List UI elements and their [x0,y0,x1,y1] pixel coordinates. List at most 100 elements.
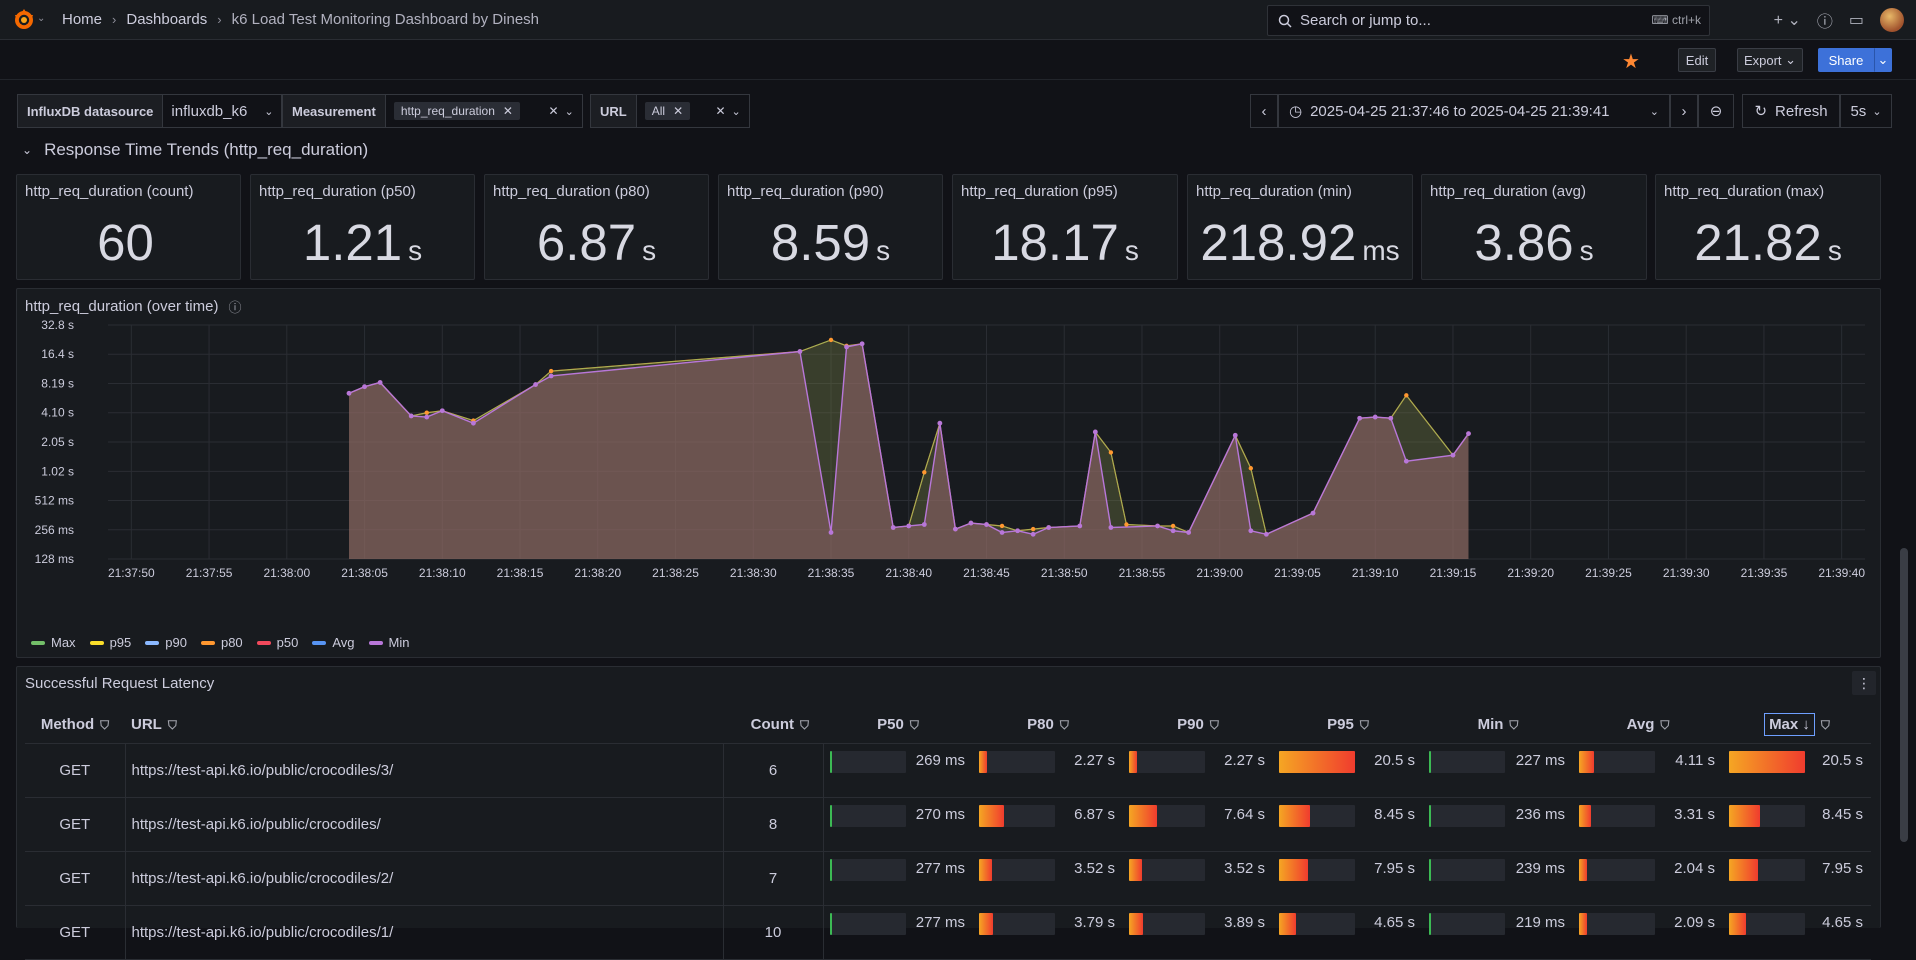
news-icon[interactable]: ▭ [1848,12,1864,29]
url-select[interactable]: All ✕ ✕ ⌄ [635,94,750,128]
refresh-icon: ↻ [1754,103,1768,120]
stat-panel-min[interactable]: http_req_duration (min) 218.92 ms [1187,174,1413,280]
remove-chip-icon[interactable]: ✕ [673,104,684,118]
column-header-count[interactable]: Count ⛉ [723,707,823,744]
zoom-out-button[interactable]: ⊖ [1698,94,1734,128]
share-button[interactable]: Share [1818,48,1874,72]
time-forward-button[interactable]: › [1670,94,1698,128]
table-row[interactable]: GET https://test-api.k6.io/public/crocodi… [25,743,1871,798]
breadcrumb-home[interactable]: Home [62,11,103,28]
search-input[interactable]: Search or jump to... ⌨ ctrl+k [1267,5,1710,36]
gauge-fill [979,858,992,881]
table-row[interactable]: GET https://test-api.k6.io/public/crocodi… [25,905,1871,960]
filter-icon[interactable]: ⛉ [799,718,809,733]
measurement-chip[interactable]: http_req_duration ✕ [393,102,520,120]
data-point-min [1108,525,1114,530]
add-new-icon[interactable]: + ⌄ [1773,12,1801,29]
table-row[interactable]: GET https://test-api.k6.io/public/crocodi… [25,851,1871,906]
legend-item[interactable]: p90 [145,635,187,650]
legend-item[interactable]: p50 [256,635,298,650]
cell-p95: 8.45 s [1273,797,1423,852]
column-header-method[interactable]: Method ⛉ [25,707,125,744]
legend-item[interactable]: Max [31,635,76,650]
column-header-max[interactable]: Max ↓ ⛉ [1723,707,1871,744]
stat-panel-avg[interactable]: http_req_duration (avg) 3.86 s [1421,174,1647,280]
latency-table-panel[interactable]: Successful Request Latency ⋮ Method ⛉ URL… [16,666,1881,960]
column-header-p90[interactable]: P90 ⛉ [1123,707,1273,744]
legend-item[interactable]: p95 [89,635,131,650]
column-header-p50[interactable]: P50 ⛉ [823,707,973,744]
stat-panel-p95[interactable]: http_req_duration (p95) 18.17 s [952,174,1178,280]
help-icon[interactable]: ⓘ [1816,14,1833,31]
header-text: Min [1477,716,1504,734]
cell-min: 219 ms [1423,905,1573,960]
refresh-interval-select[interactable]: 5s ⌄ [1840,94,1892,128]
filter-icon[interactable]: ⛉ [1059,718,1069,733]
row-header[interactable]: ⌄ Response Time Trends (http_req_duratio… [22,140,368,160]
stat-panel-p90[interactable]: http_req_duration (p90) 8.59 s [718,174,943,280]
data-point-min [890,525,896,530]
page-scrollbar[interactable] [1900,548,1908,842]
legend-swatch [145,640,160,645]
legend-item[interactable]: Avg [312,635,355,650]
table-row[interactable]: GET https://test-api.k6.io/public/crocodi… [25,797,1871,852]
chevron-down-icon[interactable]: ⌄ [37,13,46,24]
url-chip[interactable]: All ✕ [644,102,691,120]
y-tick-label: 2.05 s [41,435,74,449]
refresh-button[interactable]: ↻ Refresh [1742,94,1840,128]
time-range-picker[interactable]: ◷ 2025-04-25 21:37:46 to 2025-04-25 21:3… [1278,94,1670,128]
grafana-logo-icon[interactable] [12,8,36,32]
panel-menu-icon[interactable]: ⋮ [1852,671,1876,695]
remove-chip-icon[interactable]: ✕ [502,104,513,118]
cell-value: 4.65 s [1822,913,1863,931]
column-header-p95[interactable]: P95 ⛉ [1273,707,1423,744]
stat-title: http_req_duration (min) [1196,183,1352,200]
y-tick-label: 128 ms [35,552,74,566]
breadcrumb-dashboards[interactable]: Dashboards [126,11,208,28]
legend-item[interactable]: p80 [200,635,243,650]
edit-button[interactable]: Edit [1678,48,1716,72]
info-icon[interactable]: ⓘ [228,300,242,315]
filter-icon[interactable]: ⛉ [1209,718,1219,733]
clear-icon[interactable]: ✕ [548,104,559,118]
stat-number: 218.92 [1200,214,1357,271]
column-header-p80[interactable]: P80 ⛉ [973,707,1123,744]
cell-p95: 4.65 s [1273,905,1423,960]
datasource-value: influxdb_k6 [171,102,248,120]
stat-panel-p50[interactable]: http_req_duration (p50) 1.21 s [250,174,475,280]
filter-icon[interactable]: ⛉ [1660,718,1670,733]
column-header-min[interactable]: Min ⛉ [1423,707,1573,744]
export-button[interactable]: Export ⌄ [1737,48,1803,72]
cell-url: https://test-api.k6.io/public/crocodiles… [125,797,724,852]
timeseries-panel[interactable]: http_req_duration (over time) ⓘ 128 ms 25… [16,288,1881,658]
datasource-select[interactable]: influxdb_k6 ⌄ [162,94,283,128]
gauge-fill [1129,858,1142,881]
filter-icon[interactable]: ⛉ [1359,718,1369,733]
column-header-url[interactable]: URL ⛉ [125,707,723,744]
stat-title: http_req_duration (p90) [727,183,884,200]
filter-icon[interactable]: ⛉ [1820,718,1830,733]
measurement-select[interactable]: http_req_duration ✕ ✕ ⌄ [384,94,583,128]
stat-panel-count[interactable]: http_req_duration (count) 60 [16,174,241,280]
data-point-min [984,522,989,527]
filter-icon[interactable]: ⛉ [909,718,919,733]
cell-value: 2.04 s [1674,859,1715,877]
y-tick-label: 16.4 s [41,347,74,361]
star-icon[interactable]: ★ [1622,51,1640,73]
avatar[interactable] [1880,8,1904,32]
filter-icon[interactable]: ⛉ [100,718,110,733]
timeseries-chart[interactable]: 128 ms 256 ms 512 ms 1.02 s 2.05 s 4.10 s 8.19… [17,309,1880,629]
filter-icon[interactable]: ⛉ [167,718,177,733]
cell-avg: 2.04 s [1573,851,1723,906]
time-back-button[interactable]: ‹ [1250,94,1278,128]
filter-icon[interactable]: ⛉ [1509,718,1519,733]
share-dropdown-chevron-icon[interactable]: ⌄ [1874,48,1892,72]
column-header-avg[interactable]: Avg ⛉ [1573,707,1723,744]
clear-icon[interactable]: ✕ [715,104,726,118]
stat-panel-max[interactable]: http_req_duration (max) 21.82 s [1655,174,1881,280]
chart-legend: Max p95 p90 p80 p50 Avg Min [31,635,410,650]
sort-header[interactable]: Max ↓ [1764,713,1815,737]
y-tick-label: 256 ms [35,523,74,537]
legend-item[interactable]: Min [368,635,410,650]
stat-panel-p80[interactable]: http_req_duration (p80) 6.87 s [484,174,709,280]
